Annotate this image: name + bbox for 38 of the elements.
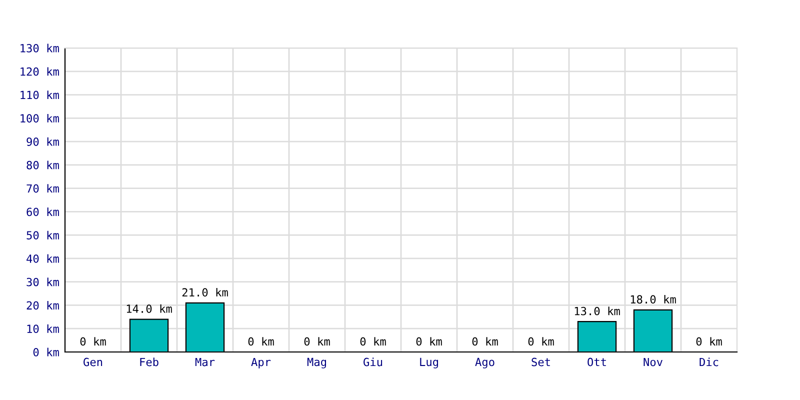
data-label: 0 km xyxy=(416,337,442,346)
data-label: 14.0 km xyxy=(126,304,172,313)
data-label: 0 km xyxy=(528,337,554,346)
x-tick-label: Mar xyxy=(195,358,215,366)
y-tick-label: 100 km xyxy=(20,114,59,123)
y-tick-label: 110 km xyxy=(20,90,59,100)
x-tick-label: Ago xyxy=(475,358,494,368)
x-tick-label: Dic xyxy=(700,358,718,366)
y-tick-label: 30 km xyxy=(26,278,59,286)
data-label: 0 km xyxy=(248,337,274,346)
x-tick-label: Ott xyxy=(588,358,606,366)
x-tick-label: Mag xyxy=(307,358,326,368)
y-tick-label: 50 km xyxy=(26,230,59,240)
y-tick-label: 60 km xyxy=(26,208,59,216)
y-tick-label: 40 km xyxy=(26,254,59,263)
x-tick-label: Gen xyxy=(84,358,102,366)
data-label: 21.0 km xyxy=(182,288,228,297)
data-label: 0 km xyxy=(472,337,498,346)
data-label: 13.0 km xyxy=(574,306,620,316)
x-tick-label: Apr xyxy=(251,358,271,368)
y-tick-label: 80 km xyxy=(26,160,59,170)
x-tick-label: Feb xyxy=(140,358,158,366)
y-tick-label: 20 km xyxy=(26,301,59,310)
y-tick-label: 90 km xyxy=(26,137,59,146)
data-label: 18.0 km xyxy=(630,294,676,304)
x-tick-label: Lug xyxy=(420,358,438,368)
y-tick-label: 70 km xyxy=(26,184,59,193)
y-tick-label: 10 km xyxy=(27,324,59,334)
data-label: 0 km xyxy=(80,337,106,346)
y-tick-label: 120 km xyxy=(20,67,59,76)
data-label: 0 km xyxy=(304,337,330,346)
x-tick-label: Nov xyxy=(644,358,662,366)
data-label: 0 km xyxy=(696,337,722,346)
x-tick-label: Set xyxy=(532,358,550,366)
y-tick-label: 130 km xyxy=(20,44,59,52)
x-tick-label: Giu xyxy=(364,358,382,366)
data-label: 0 km xyxy=(360,337,386,346)
y-tick-label: 0 km xyxy=(33,348,59,356)
